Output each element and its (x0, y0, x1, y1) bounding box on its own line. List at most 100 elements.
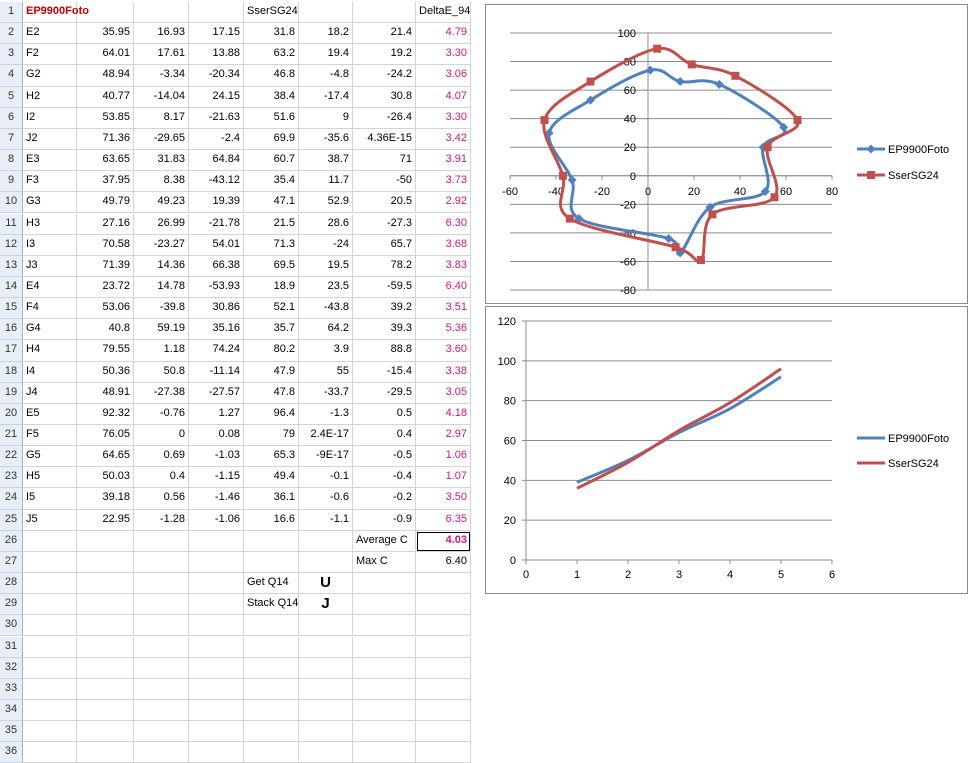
row-header[interactable]: 1 (0, 2, 23, 24)
grid-cell[interactable] (23, 742, 77, 763)
delta-e-cell[interactable]: 3.06 (416, 65, 471, 87)
delta-e-cell[interactable]: 3.60 (416, 340, 471, 362)
grid-cell[interactable] (416, 678, 471, 700)
data-cell[interactable]: -11.14 (189, 361, 244, 383)
delta-e-cell[interactable]: 1.07 (416, 467, 471, 489)
data-cell[interactable]: I2 (23, 107, 77, 129)
delta-e-cell[interactable]: 6.35 (416, 509, 471, 531)
data-cell[interactable]: 35.7 (244, 319, 299, 341)
data-cell[interactable]: -4.8 (299, 65, 353, 87)
row-header[interactable]: 31 (0, 636, 23, 658)
grid-cell[interactable] (189, 678, 244, 700)
row-header[interactable]: 22 (0, 446, 23, 468)
row-header[interactable]: 20 (0, 403, 23, 425)
grid-cell[interactable] (23, 636, 77, 658)
delta-e-cell[interactable]: 3.50 (416, 488, 471, 510)
grid-cell[interactable] (23, 573, 77, 595)
grid-cell[interactable] (134, 573, 189, 595)
data-cell[interactable]: 1.27 (189, 403, 244, 425)
grid-cell[interactable] (77, 615, 134, 637)
data-cell[interactable]: 8.17 (134, 107, 189, 129)
data-cell[interactable]: 35.4 (244, 171, 299, 193)
delta-e-cell[interactable]: 6.30 (416, 213, 471, 235)
grid-cell[interactable] (134, 615, 189, 637)
data-cell[interactable]: -1.03 (189, 446, 244, 468)
data-cell[interactable]: 35.95 (77, 23, 134, 45)
grid-cell[interactable] (353, 2, 416, 24)
grid-cell[interactable] (77, 657, 134, 679)
data-cell[interactable]: 38.7 (299, 150, 353, 172)
delta-e-cell[interactable]: 3.68 (416, 234, 471, 256)
data-cell[interactable]: J2 (23, 128, 77, 151)
grid-cell[interactable] (353, 594, 416, 616)
grid-cell[interactable] (353, 699, 416, 722)
data-cell[interactable]: -2.4 (189, 128, 244, 151)
data-cell[interactable]: 35.16 (189, 319, 244, 341)
data-cell[interactable]: E4 (23, 276, 77, 299)
data-cell[interactable]: -53.93 (189, 276, 244, 299)
data-cell[interactable]: 78.2 (353, 255, 416, 277)
grid-cell[interactable] (299, 699, 353, 722)
data-cell[interactable]: 17.15 (189, 23, 244, 45)
data-cell[interactable]: -0.5 (353, 446, 416, 468)
row-header[interactable]: 2 (0, 23, 23, 45)
delta-e-cell[interactable]: 3.73 (416, 171, 471, 193)
delta-e-cell[interactable]: 4.79 (416, 23, 471, 45)
data-cell[interactable]: 88.8 (353, 340, 416, 362)
grid-cell[interactable] (134, 742, 189, 763)
header-sserSG24[interactable]: SserSG24 (244, 2, 354, 24)
data-cell[interactable]: -15.4 (353, 361, 416, 383)
data-cell[interactable]: 54.01 (189, 234, 244, 256)
grid-cell[interactable] (134, 636, 189, 658)
data-cell[interactable]: G4 (23, 319, 77, 341)
data-cell[interactable]: 0.08 (189, 425, 244, 447)
row-header[interactable]: 30 (0, 615, 23, 637)
data-cell[interactable]: 31.8 (244, 23, 299, 45)
data-cell[interactable]: 65.7 (353, 234, 416, 256)
max-c-label[interactable]: Max C (353, 551, 416, 574)
data-cell[interactable]: H2 (23, 86, 77, 108)
grid-cell[interactable] (299, 678, 353, 700)
row-header[interactable]: 8 (0, 150, 23, 172)
grid-cell[interactable] (299, 615, 353, 637)
data-cell[interactable]: -26.4 (353, 107, 416, 129)
data-cell[interactable]: H4 (23, 340, 77, 362)
grid-cell[interactable] (134, 594, 189, 616)
row-header[interactable]: 10 (0, 192, 23, 214)
data-cell[interactable]: 71.36 (77, 128, 134, 151)
average-c-label[interactable]: Average C (353, 530, 416, 552)
data-cell[interactable]: J3 (23, 255, 77, 277)
data-cell[interactable]: 47.1 (244, 192, 299, 214)
data-cell[interactable]: 30.8 (353, 86, 416, 108)
delta-e-cell[interactable]: 3.91 (416, 150, 471, 172)
grid-cell[interactable] (23, 551, 77, 574)
grid-cell[interactable] (244, 530, 299, 552)
data-cell[interactable]: -0.6 (299, 488, 353, 510)
data-cell[interactable]: 2.4E-17 (299, 425, 353, 447)
grid-cell[interactable] (189, 742, 244, 763)
data-cell[interactable]: H3 (23, 213, 77, 235)
data-cell[interactable]: 64.2 (299, 319, 353, 341)
data-cell[interactable]: 69.5 (244, 255, 299, 277)
data-cell[interactable]: 14.36 (134, 255, 189, 277)
header-deltae94[interactable]: DeltaE_94 (416, 2, 471, 24)
grid-cell[interactable] (134, 678, 189, 700)
data-cell[interactable]: -17.4 (299, 86, 353, 108)
data-cell[interactable]: 39.3 (353, 319, 416, 341)
data-cell[interactable]: 22.95 (77, 509, 134, 531)
data-cell[interactable]: 47.8 (244, 382, 299, 404)
grid-cell[interactable] (189, 721, 244, 743)
delta-e-cell[interactable]: 3.30 (416, 44, 471, 66)
grid-cell[interactable] (23, 699, 77, 722)
grid-cell[interactable] (416, 699, 471, 722)
grid-cell[interactable] (353, 657, 416, 679)
row-header[interactable]: 27 (0, 551, 23, 574)
grid-cell[interactable] (77, 678, 134, 700)
delta-e-cell[interactable]: 3.05 (416, 382, 471, 404)
grid-cell[interactable] (299, 657, 353, 679)
delta-e-cell[interactable]: 2.97 (416, 425, 471, 447)
data-cell[interactable]: -0.2 (353, 488, 416, 510)
data-cell[interactable]: -14.04 (134, 86, 189, 108)
row-header[interactable]: 19 (0, 382, 23, 404)
data-cell[interactable]: 49.23 (134, 192, 189, 214)
